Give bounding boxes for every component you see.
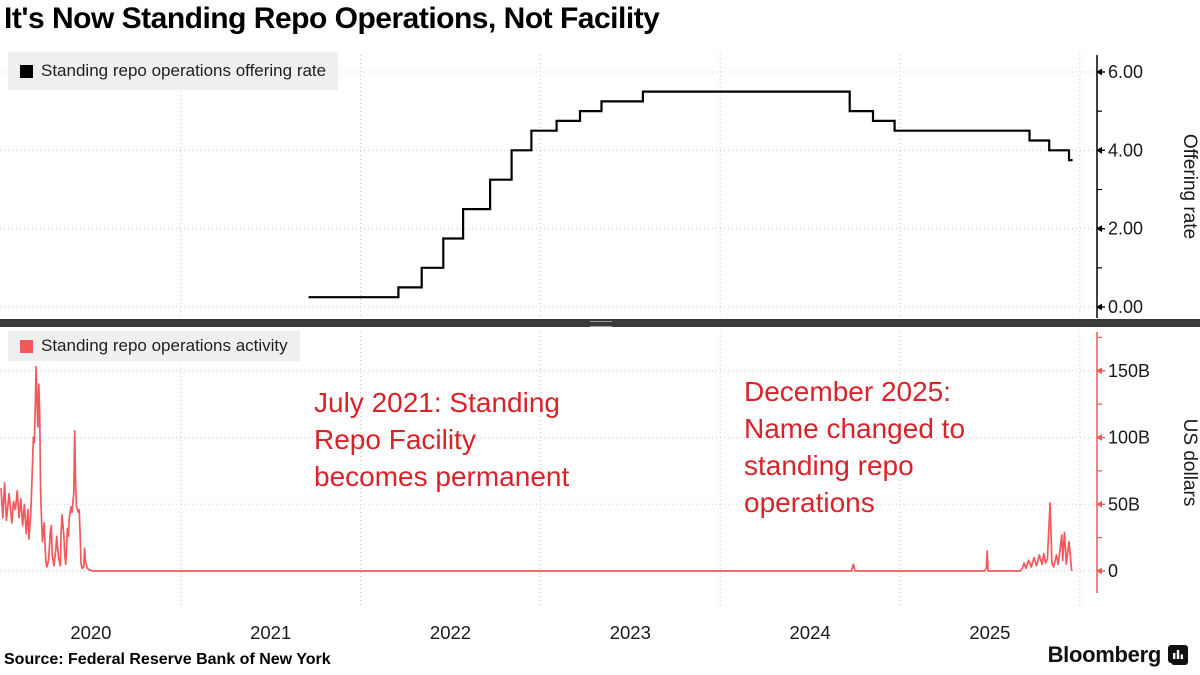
y-tick-label: 4.00 — [1108, 140, 1143, 160]
activity-legend-swatch-icon — [20, 339, 33, 353]
offering-rate-line — [308, 90, 1073, 299]
chart-title: It's Now Standing Repo Operations, Not F… — [4, 2, 660, 35]
x-year-label: 2023 — [610, 622, 651, 643]
y-axis-title-bottom: US dollars — [1179, 419, 1200, 507]
x-year-label: 2024 — [790, 622, 831, 643]
legend-activity: Standing repo operations activity — [8, 331, 300, 361]
x-axis-labels: 2020 2021 2022 2023 2024 2025 — [70, 622, 1010, 643]
x-year-label: 2020 — [70, 622, 111, 643]
y-tick-label: 100B — [1108, 428, 1150, 448]
activity-line — [0, 365, 1073, 572]
bloomberg-wordmark: Bloomberg — [1047, 642, 1162, 667]
source-credit: Source: Federal Reserve Bank of New York — [4, 651, 331, 668]
vertical-gridlines-top — [180, 55, 1081, 318]
x-year-label: 2025 — [969, 622, 1010, 643]
bloomberg-logo: Bloomberg — [1048, 642, 1188, 668]
divider-grip-handle[interactable] — [590, 321, 612, 327]
y-tick-label: 2.00 — [1108, 219, 1143, 239]
x-year-label: 2022 — [430, 622, 471, 643]
y-tick-label: 6.00 — [1108, 62, 1143, 82]
y-tick-label: 50B — [1108, 494, 1140, 514]
y-tick-label: 0.00 — [1108, 297, 1143, 317]
panel-divider — [0, 319, 1200, 327]
horizontal-gridlines-top — [0, 71, 1095, 308]
panel-top: 0.00 2.00 4.00 6.00 Offering rate — [0, 55, 1200, 318]
y-tick-label: 0 — [1108, 561, 1118, 581]
y-axis-top: 0.00 2.00 4.00 6.00 — [1096, 55, 1143, 318]
annotation-july-2021: July 2021: Standing Repo Facility become… — [314, 387, 570, 492]
y-axis-title-top: Offering rate — [1179, 134, 1200, 239]
legend-offering-rate: Standing repo operations offering rate — [8, 52, 339, 90]
panel-bottom: 0 50B 100B 150B US dollars — [0, 332, 1200, 608]
annotation-december-2025: December 2025: Name changed to standing … — [744, 376, 966, 518]
y-tick-label: 150B — [1108, 361, 1150, 381]
rate-legend-swatch-icon — [20, 64, 33, 78]
rate-legend-label: Standing repo operations offering rate — [41, 61, 327, 80]
bloomberg-bars-icon — [1168, 645, 1188, 665]
y-axis-bottom: 0 50B 100B 150B — [1096, 332, 1150, 593]
x-year-label: 2021 — [250, 622, 291, 643]
activity-legend-label: Standing repo operations activity — [41, 336, 288, 355]
